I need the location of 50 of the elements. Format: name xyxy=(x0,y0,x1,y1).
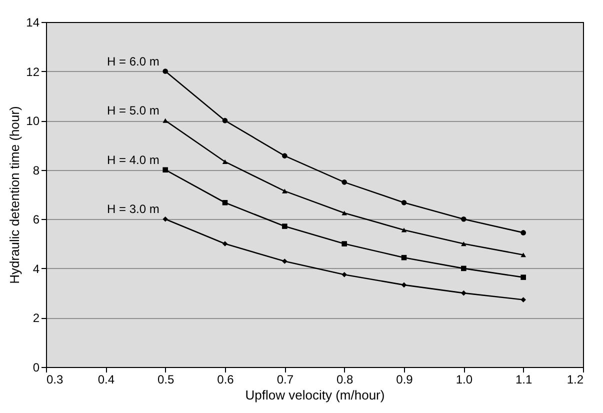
x-tick-label: 0.3 xyxy=(46,372,64,386)
point xyxy=(282,224,288,229)
point xyxy=(162,118,168,123)
point xyxy=(401,282,407,288)
point xyxy=(282,188,288,194)
y-tick-label: 2 xyxy=(32,311,40,326)
point xyxy=(282,258,288,264)
point xyxy=(342,180,347,185)
point xyxy=(401,228,407,232)
point xyxy=(401,200,407,206)
series-label: H = 3.0 m xyxy=(106,202,160,216)
y-tick-label: 10 xyxy=(26,114,40,128)
x-tick-label: 1.1 xyxy=(515,372,532,386)
x-tick-label: 0.5 xyxy=(157,372,174,386)
point xyxy=(520,297,526,302)
point xyxy=(162,68,168,74)
series-label: H = 5.0 m xyxy=(106,104,160,118)
point xyxy=(222,118,228,124)
series-label: H = 6.0 m xyxy=(106,54,160,68)
point xyxy=(342,241,347,246)
x-axis-title: Upflow velocity (m/hour) xyxy=(245,388,385,402)
x-tick-label: 0.9 xyxy=(396,372,414,386)
point xyxy=(461,241,466,246)
point xyxy=(162,167,168,173)
point xyxy=(461,216,466,222)
point xyxy=(520,230,526,236)
point xyxy=(342,272,347,278)
point xyxy=(282,153,288,158)
point xyxy=(520,274,526,280)
y-tick-label: 8 xyxy=(32,163,40,178)
y-tick-label: 0 xyxy=(32,360,40,374)
y-tick-label: 6 xyxy=(32,212,40,227)
point xyxy=(520,252,526,258)
y-tick-label: 12 xyxy=(26,64,40,79)
series-label: H = 4.0 m xyxy=(106,152,160,167)
x-tick-label: 1.0 xyxy=(456,372,473,386)
y-tick-label: 4 xyxy=(32,262,40,276)
point xyxy=(162,216,168,222)
x-tick-label: 1.2 xyxy=(566,372,584,386)
point xyxy=(461,266,466,272)
point xyxy=(342,210,347,216)
x-tick-label: 0.7 xyxy=(276,372,294,386)
point xyxy=(222,159,228,164)
point xyxy=(461,290,466,296)
x-tick-label: 0.4 xyxy=(98,372,115,386)
y-axis-title: Hydraulic detention time (hour) xyxy=(7,106,22,284)
x-tick-label: 0.6 xyxy=(217,372,234,386)
x-tick-label: 0.8 xyxy=(336,372,354,386)
point xyxy=(222,200,228,206)
y-tick-label: 14 xyxy=(26,16,40,30)
